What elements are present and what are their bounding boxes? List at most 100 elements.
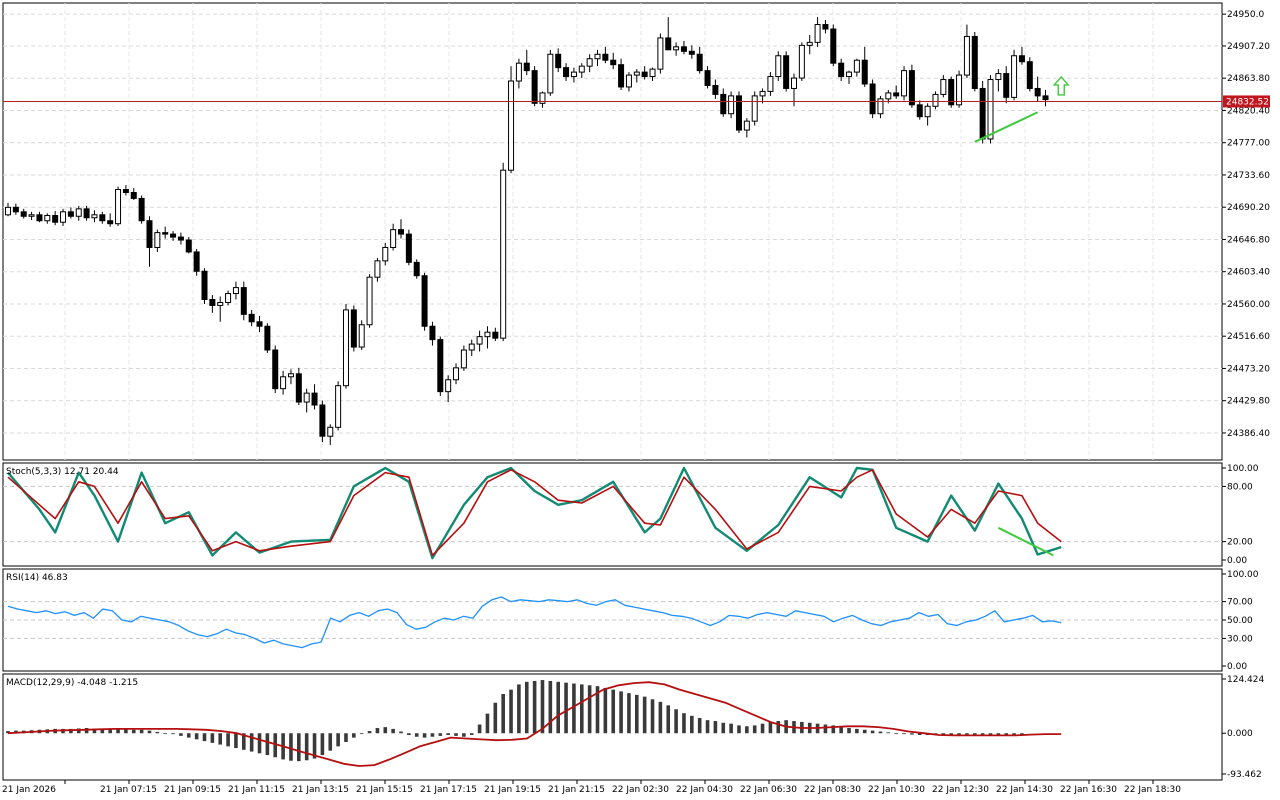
macd-histogram-bar [297,733,301,762]
price-tick-label: 24646.80 [1227,235,1270,245]
macd-histogram-bar [116,728,120,734]
stoch-label: Stoch(5,3,3) 12.71 20.44 [6,467,119,477]
time-tick-label: 22 Jan 16:30 [1060,785,1117,795]
macd-histogram-bar [422,733,427,738]
price-tick-label: 24950.0 [1227,10,1264,20]
macd-histogram-bar [972,733,977,735]
time-tick-label: 22 Jan 08:30 [804,785,861,795]
macd-histogram-bar [100,729,105,734]
macd-histogram-bar [194,733,199,740]
macd-histogram-bar [344,733,348,742]
time-tick-label: 22 Jan 18:30 [1124,785,1181,795]
bullish-candle [515,62,522,82]
bearish-candle [704,70,711,86]
bearish-candle [209,298,216,306]
macd-histogram-bar [619,691,623,734]
stoch-signal-line [7,468,1062,557]
bearish-candle [555,53,562,69]
bullish-candle [853,59,860,73]
bearish-candle [531,70,538,104]
macd-histogram-bar [124,729,128,734]
macd-histogram-bar [477,724,482,734]
macd-histogram-bar [352,733,356,738]
macd-histogram-bar [179,733,183,736]
macd-histogram-bar [163,733,167,735]
price-tick-label: 24560.00 [1227,300,1270,310]
time-tick-label: 21 Jan 17:15 [420,785,477,795]
bearish-candle [429,325,436,341]
bullish-candle [287,373,294,378]
rsi-line [7,596,1062,649]
macd-histogram-bar [430,733,435,737]
macd-histogram-bar [556,681,560,734]
bearish-candle [618,64,625,88]
price-panel[interactable]: 24950.0 24907.20 24863.80 24820.40 24777.00 2… [2,2,1270,780]
macd-histogram-bar [462,733,466,737]
time-tick-label: 21 Jan 15:15 [356,785,413,795]
macd-histogram-bar [6,731,10,734]
macd-histogram-bar [957,733,961,735]
macd-histogram-bar [234,733,238,749]
bearish-candle [350,309,357,348]
macd-histogram-bar [540,680,545,734]
bullish-candle [940,79,947,95]
macd-histogram-bar [776,721,781,734]
macd-panel[interactable]: 124.424 0.000 -93.462 MACD(12,29,9) -4.048 … [2,673,1264,781]
macd-histogram-bar [705,720,710,734]
stochastic-panel[interactable]: 100.00 80.00 20.00 0.00 Stoch(5,3,3) 12.71 2… [2,462,1259,567]
time-tick-label: 22 Jan 06:30 [740,785,797,795]
macd-histogram-bar [768,721,773,734]
price-tick-label: 24907.20 [1227,42,1270,52]
bullish-candle [44,215,51,222]
bullish-candle [280,376,287,390]
stoch-trendline [997,526,1054,557]
bullish-candle [806,41,813,46]
macd-histogram-bar [878,731,883,734]
bearish-candle [563,67,570,78]
bearish-candle [311,392,318,406]
time-tick-label: 21 Jan 21:15 [548,785,605,795]
macd-histogram-bar [139,729,144,734]
bullish-candle [751,95,758,122]
macd-histogram-bar [320,733,325,756]
macd-histogram-bar [509,689,513,734]
bearish-candle [162,232,169,235]
bearish-candle [413,261,420,277]
macd-histogram-bar [572,683,576,734]
time-tick-label: 21 Jan 11:15 [228,785,285,795]
bearish-candle [437,339,444,393]
time-tick-label: 22 Jan 04:30 [676,785,733,795]
macd-histogram-bar [454,733,458,736]
macd-histogram-bar [564,682,568,734]
price-tick-label: 24777.00 [1227,139,1270,149]
bullish-candle [728,95,735,115]
macd-histogram-bar [532,680,537,734]
bullish-candle [798,44,805,79]
bearish-candle [240,287,247,315]
rsi-tick-label: 70.00 [1227,598,1253,608]
bearish-candle [712,84,719,95]
bearish-candle [720,93,727,115]
up-arrow-icon [1052,75,1070,96]
bearish-candle [52,215,59,223]
macd-histogram-bar [823,724,828,734]
bullish-candle [877,98,884,115]
macd-histogram-bar [737,725,741,734]
macd-histogram-bar [902,733,906,735]
macd-histogram-bar [855,728,859,734]
bullish-candle [60,211,67,223]
bullish-candle [115,189,122,225]
rsi-panel[interactable]: 100.00 70.00 50.00 30.00 0.00 RSI(14) 46.83 [2,568,1259,672]
rsi-tick-label: 100.00 [1227,570,1259,580]
bullish-candle [390,229,397,248]
time-tick-label: 22 Jan 02:30 [612,785,669,795]
bullish-candle [358,324,365,348]
macd-tick-label: 0.000 [1227,729,1253,739]
bearish-candle [146,220,153,248]
bullish-candle [75,208,82,217]
bullish-candle [468,343,475,351]
macd-histogram-bar [469,733,474,735]
bearish-candle [1003,73,1010,98]
bearish-candle [193,251,200,272]
bullish-candle [775,55,782,78]
